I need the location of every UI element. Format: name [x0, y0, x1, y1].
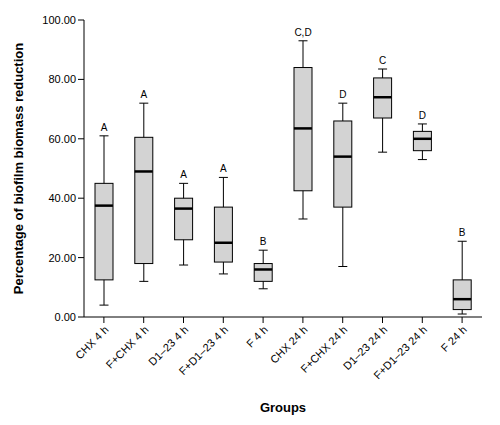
svg-text:40.00: 40.00 [48, 192, 76, 204]
svg-text:D1–23 24 h: D1–23 24 h [340, 323, 390, 373]
svg-text:A: A [180, 169, 187, 180]
svg-text:F 4 h: F 4 h [244, 323, 270, 349]
svg-text:F+CHX 24 h: F+CHX 24 h [298, 323, 350, 375]
svg-text:A: A [220, 163, 227, 174]
svg-text:B: B [459, 227, 466, 238]
svg-text:20.00: 20.00 [48, 252, 76, 264]
svg-text:80.00: 80.00 [48, 73, 76, 85]
svg-text:F 24 h: F 24 h [438, 323, 469, 354]
svg-text:60.00: 60.00 [48, 133, 76, 145]
svg-text:A: A [101, 122, 108, 133]
svg-text:Percentage of biofilm biomass: Percentage of biofilm biomass reduction [11, 43, 26, 294]
svg-text:CHX 4 h: CHX 4 h [73, 323, 111, 361]
svg-text:CHX 24 h: CHX 24 h [268, 323, 310, 365]
svg-text:C: C [379, 55, 386, 66]
svg-text:Groups: Groups [260, 400, 306, 415]
svg-text:F+CHX 4 h: F+CHX 4 h [103, 323, 150, 370]
svg-text:F+D1–23 24 h: F+D1–23 24 h [371, 323, 429, 381]
svg-text:100.00: 100.00 [42, 14, 76, 26]
svg-text:D: D [339, 89, 346, 100]
svg-text:A: A [140, 89, 147, 100]
svg-text:D1–23 4 h: D1–23 4 h [146, 323, 191, 368]
svg-text:0.00: 0.00 [55, 311, 76, 323]
svg-text:D: D [419, 110, 426, 121]
svg-text:C,D: C,D [294, 27, 311, 38]
svg-text:B: B [260, 236, 267, 247]
svg-text:F+D1–23 4 h: F+D1–23 4 h [177, 323, 231, 377]
